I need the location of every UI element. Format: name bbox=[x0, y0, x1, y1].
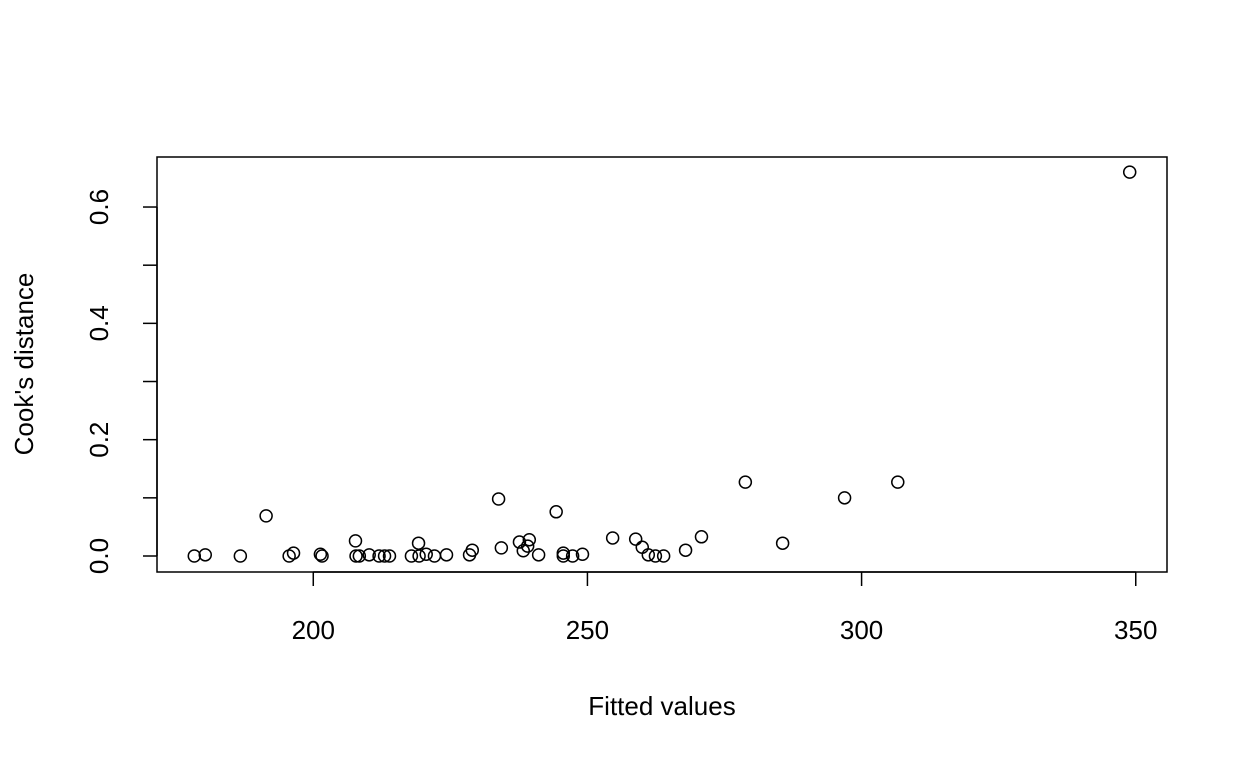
point bbox=[382, 549, 397, 563]
y-tick-label: 0.0 bbox=[84, 538, 114, 574]
point bbox=[738, 475, 753, 489]
y-tick-label: 0.2 bbox=[84, 422, 114, 458]
y-tick-label: 0.6 bbox=[84, 189, 114, 225]
point bbox=[635, 540, 650, 555]
point bbox=[516, 544, 531, 558]
point bbox=[419, 547, 433, 562]
point bbox=[694, 530, 709, 544]
point bbox=[313, 547, 328, 562]
point bbox=[259, 509, 273, 523]
point bbox=[349, 549, 363, 563]
point bbox=[678, 543, 693, 557]
point bbox=[891, 475, 905, 489]
y-axis-label: Cook's distance bbox=[9, 273, 39, 456]
point bbox=[775, 536, 790, 550]
point bbox=[348, 534, 363, 548]
point bbox=[372, 549, 386, 563]
point bbox=[233, 549, 248, 563]
point bbox=[520, 539, 535, 553]
point bbox=[648, 549, 663, 563]
point bbox=[465, 543, 480, 557]
point bbox=[605, 531, 620, 545]
point bbox=[286, 546, 301, 560]
point bbox=[439, 548, 454, 562]
x-tick-label: 250 bbox=[566, 615, 609, 645]
point bbox=[404, 549, 419, 563]
point bbox=[362, 548, 376, 562]
point bbox=[187, 549, 202, 563]
point bbox=[628, 532, 643, 546]
point bbox=[352, 549, 367, 563]
point bbox=[315, 549, 329, 563]
plot-frame bbox=[156, 156, 1168, 573]
point bbox=[427, 549, 442, 563]
point bbox=[411, 536, 426, 550]
x-axis-label: Fitted values bbox=[588, 691, 735, 721]
point bbox=[656, 549, 671, 563]
point bbox=[837, 491, 852, 505]
point bbox=[1122, 165, 1137, 179]
x-tick-label: 300 bbox=[840, 615, 883, 645]
y-tick-label: 0.4 bbox=[84, 305, 114, 341]
point bbox=[512, 535, 527, 549]
point bbox=[641, 548, 656, 562]
point bbox=[377, 549, 392, 563]
point bbox=[565, 549, 580, 563]
point bbox=[531, 548, 546, 562]
point bbox=[198, 548, 213, 562]
point bbox=[412, 549, 426, 563]
point bbox=[556, 549, 571, 563]
point bbox=[549, 505, 563, 519]
point bbox=[575, 547, 590, 562]
point bbox=[494, 541, 509, 555]
point bbox=[491, 492, 506, 506]
point bbox=[522, 532, 537, 547]
x-tick-label: 350 bbox=[1114, 615, 1157, 645]
x-tick-label: 200 bbox=[292, 615, 335, 645]
